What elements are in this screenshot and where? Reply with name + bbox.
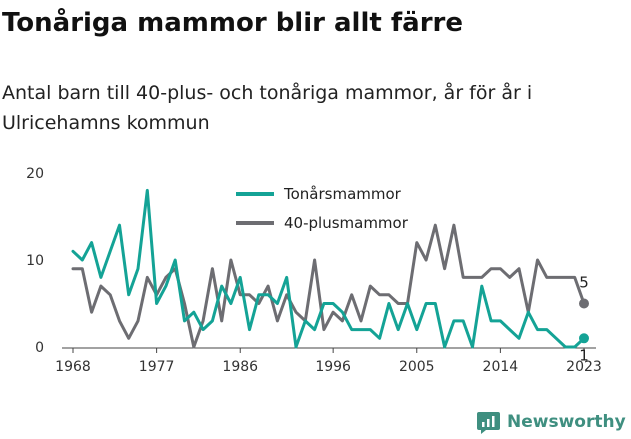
brand-name: Newsworthy [507, 412, 626, 432]
chart-end-labels: 51 [579, 274, 589, 364]
y-tick-label: 20 [26, 166, 44, 182]
end-label-40-plusmammor: 5 [579, 274, 589, 292]
end-point-40-plusmammor [579, 298, 589, 309]
legend-label-40-plusmammor: 40-plusmammor [284, 214, 409, 232]
y-tick-label: 10 [26, 253, 44, 269]
series-line-tonarsmammor [71, 188, 586, 349]
x-tick-label: 1977 [139, 359, 175, 375]
x-tick-label: 2023 [566, 359, 602, 375]
x-tick-label: 2014 [483, 359, 519, 375]
chart-legend: Tonårsmammor 40-plusmammor [236, 185, 409, 232]
end-label-tonarsmammor: 1 [579, 346, 589, 364]
x-tick-label: 1996 [315, 359, 351, 375]
series-line-40-plusmammor [71, 223, 586, 349]
legend-label-tonarsmammor: Tonårsmammor [283, 185, 402, 203]
line-chart: 0 10 20 1968 1977 1986 1996 2005 2014 2023 Tonårs… [26, 166, 602, 375]
end-point-tonarsmammor [579, 333, 589, 344]
chart-subtitle: Antal barn till 40-plus- och tonåriga ma… [2, 82, 533, 134]
chart-title: Tonåriga mammor blir allt färre [2, 8, 463, 38]
newsworthy-logo-icon [477, 411, 500, 434]
brand-logo: Newsworthy [476, 408, 626, 436]
chart-axes: 0 10 20 1968 1977 1986 1996 2005 2014 2023 [26, 166, 602, 375]
x-tick-label: 1968 [55, 359, 91, 375]
x-tick-label: 2005 [399, 359, 435, 375]
x-tick-label: 1986 [222, 359, 258, 375]
y-tick-label: 0 [35, 340, 44, 356]
chart-lines [71, 188, 586, 349]
